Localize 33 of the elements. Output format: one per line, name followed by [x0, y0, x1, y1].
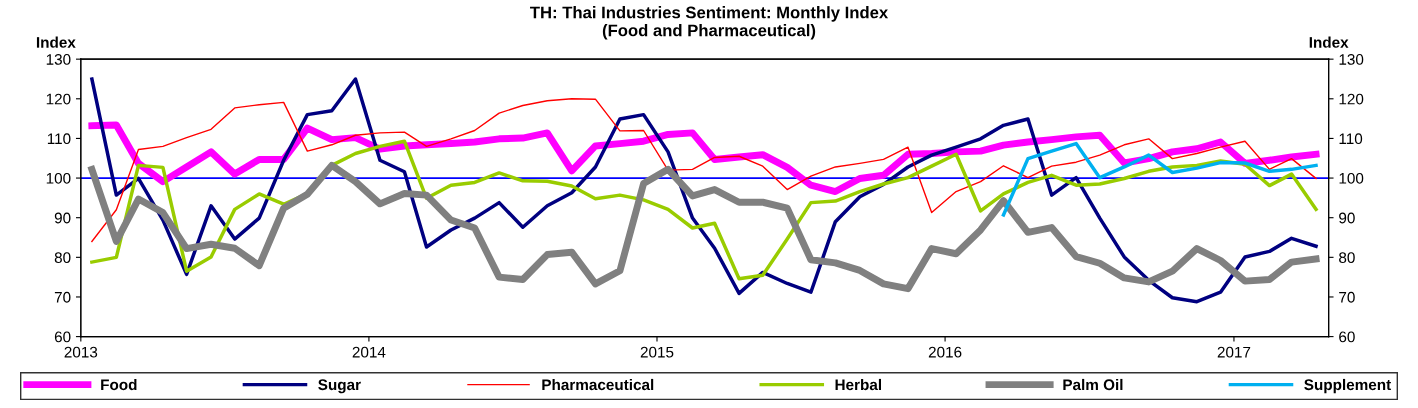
legend-label: Food — [101, 378, 137, 391]
x-tick-label: 2014 — [352, 346, 386, 358]
y2-tick-label: 130 — [1339, 54, 1364, 65]
y2-tick-label: 80 — [1339, 252, 1355, 264]
y2-tick-label: 120 — [1339, 93, 1364, 105]
y-tick-label: 120 — [46, 93, 71, 105]
y-tick-label: 90 — [54, 212, 71, 224]
y-tick-label: 70 — [54, 291, 71, 303]
y2-tick-label: 100 — [1339, 172, 1364, 184]
legend-label: Supplement — [1304, 378, 1392, 394]
legend-label: Sugar — [318, 379, 361, 394]
y-tick-label: 100 — [46, 172, 71, 184]
line-series — [90, 77, 1318, 304]
y-tick-label: 110 — [47, 133, 71, 145]
x-tick-label: 2017 — [1217, 346, 1251, 358]
x-tick-label: 2016 — [928, 346, 962, 358]
y2-tick-label: 90 — [1339, 212, 1355, 224]
legend-label: Herbal — [835, 378, 881, 391]
y2-tick-label: 60 — [1339, 331, 1355, 343]
legend-label: Palm Oil — [1063, 378, 1123, 391]
y2-tick-label: 110 — [1339, 133, 1363, 145]
x-tick-label: 2013 — [64, 346, 98, 358]
y2-tick-label: 70 — [1339, 291, 1355, 303]
line-series — [91, 98, 1317, 243]
y-tick-label: 60 — [54, 331, 71, 343]
y-tick-label: 130 — [46, 54, 71, 65]
legend-label: Pharmaceutical — [542, 378, 654, 391]
line-series — [1001, 141, 1318, 217]
x-tick-label: 2015 — [640, 346, 674, 358]
chart-title: TH: Thai Industries Sentiment: Monthly Index (Food and Pharmaceutical) — [530, 6, 889, 40]
y2-axis-title: Index — [1309, 36, 1349, 48]
y-axis-title: Index — [36, 36, 76, 48]
y-tick-label: 80 — [54, 252, 71, 264]
